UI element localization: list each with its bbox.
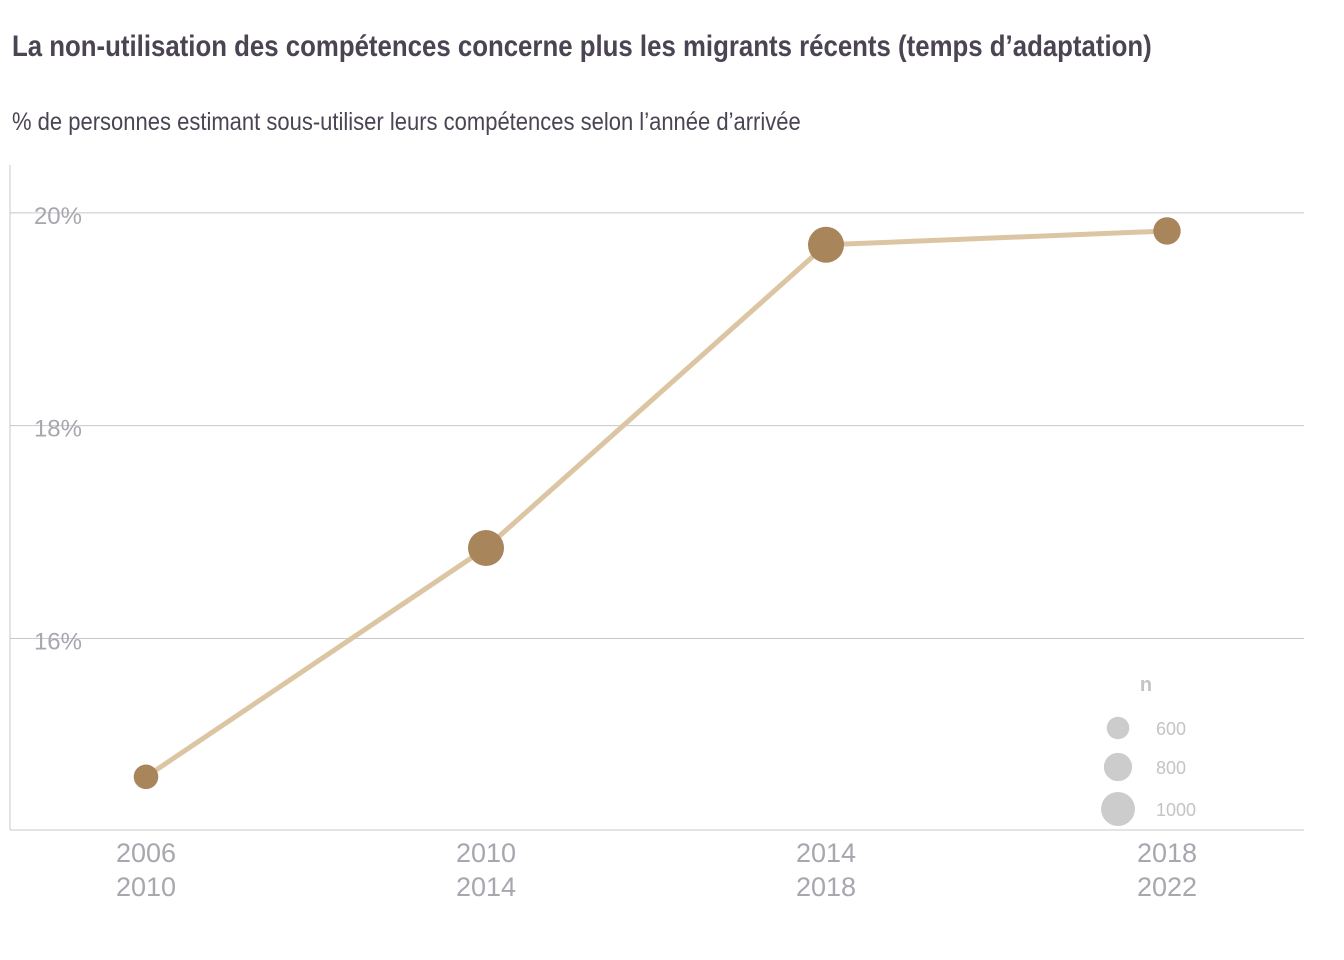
x-tick-label: 2010 [116,872,176,902]
y-tick-label: 18% [34,416,82,443]
chart-title: La non-utilisation des compétences conce… [12,30,1152,63]
size-legend-circle [1101,792,1135,826]
x-tick-label: 2018 [1137,838,1197,868]
size-legend-label: 800 [1156,758,1186,778]
x-tick-label: 2006 [116,838,176,868]
x-tick-label: 2014 [456,872,516,902]
data-point [133,764,159,790]
size-legend-circle [1106,716,1130,740]
data-point [808,226,844,263]
x-tick-label: 2010 [456,838,516,868]
size-legend-title: n [1140,674,1152,696]
size-legend-label: 1000 [1156,800,1196,820]
y-tick-label: 16% [34,628,82,655]
series-line [143,228,1170,780]
chart-subtitle: % de personnes estimant sous-utiliser le… [12,108,801,136]
data-point [468,530,504,567]
x-tick-label: 2014 [796,838,856,868]
data-point [1153,217,1181,245]
x-tick-label: 2018 [796,872,856,902]
x-tick-label: 2022 [1137,872,1197,902]
size-legend-label: 600 [1156,719,1186,739]
y-tick-label: 20% [34,203,82,230]
size-legend-circle [1103,752,1133,782]
